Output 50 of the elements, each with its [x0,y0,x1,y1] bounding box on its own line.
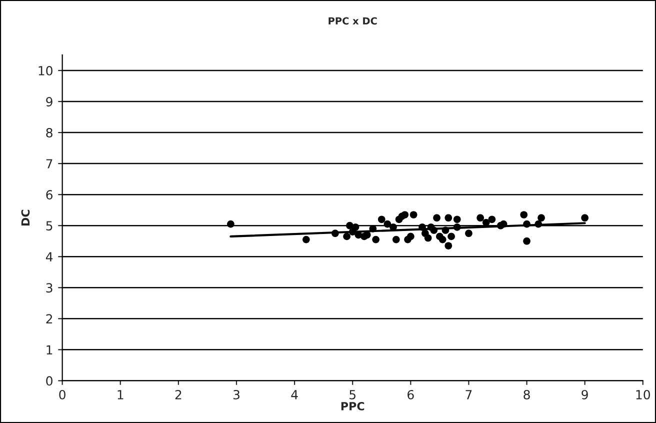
point [378,216,386,224]
x-tick-label: 8 [524,390,530,400]
x-tick-label: 0 [59,390,66,400]
point [581,214,588,222]
point [465,230,472,238]
point [227,220,234,228]
x-tick-label: 4 [291,390,298,400]
x-tick-label: 10 [636,390,650,400]
y-tick-label: 7 [46,159,52,168]
chart-title: PPC x DC [328,17,377,25]
point [406,232,414,240]
x-tick-label: 9 [582,390,588,400]
point [444,214,452,222]
y-tick-label: 6 [46,190,53,200]
y-tick-label: 3 [46,283,52,293]
point [488,216,496,224]
point [476,214,484,222]
x-tick-label: 3 [233,390,240,400]
y-tick-label: 5 [46,221,52,231]
point [352,223,360,231]
point [523,237,530,245]
point [433,214,440,222]
point [448,232,455,240]
point [384,220,392,228]
y-tick-label: 10 [38,66,52,76]
point [302,236,310,244]
point [444,242,452,250]
x-tick-label: 5 [350,390,356,400]
x-tick-label: 7 [466,390,472,400]
point [438,236,446,244]
point [392,236,400,244]
point [410,211,418,218]
point [453,216,461,224]
y-tick-label: 2 [46,314,52,324]
point [424,234,432,242]
y-tick-label: 4 [46,252,53,262]
y-tick-label: 8 [46,128,52,138]
point [401,211,409,218]
y-tick-label: 0 [46,376,52,386]
x-tick-label: 6 [408,390,414,400]
x-axis-title: PPC [341,402,364,410]
x-tick-label: 1 [118,390,124,400]
y-tick-label: 9 [46,96,52,106]
point [343,232,350,240]
x-tick-label: 2 [175,390,182,400]
point [372,236,380,244]
y-axis-title: DC [21,210,30,226]
point [520,211,528,218]
point [538,214,545,222]
y-tick-label: 1 [46,345,52,354]
